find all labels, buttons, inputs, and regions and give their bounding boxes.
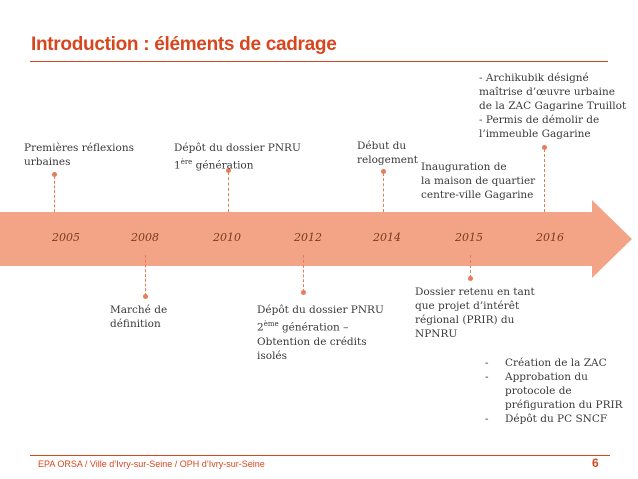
event-2016-top: - Archikubik désigné maîtrise d’œuvre ur… [479, 72, 627, 140]
event-2010: Dépôt du dossier PNRU 1ère génération [174, 142, 301, 172]
event-2008: Marché de définition [110, 304, 168, 330]
year-label: 2008 [131, 231, 159, 244]
connector-line [470, 255, 471, 278]
slide-title: Introduction : éléments de cadrage [31, 34, 337, 55]
timeline-arrow [0, 200, 632, 278]
event-dot [143, 294, 148, 299]
footer-rule [30, 455, 610, 456]
connector-line [303, 255, 304, 292]
event-2015-top: Inauguration de la maison de quartier ce… [421, 161, 536, 201]
event-dot [542, 145, 547, 150]
year-label: 2012 [294, 231, 322, 244]
connector-line [383, 173, 384, 212]
year-label: 2015 [455, 231, 483, 244]
event-dot [301, 290, 306, 295]
list-item: - Dépôt du PC SNCF [485, 413, 608, 425]
list-item: préfiguration du PRIR [505, 399, 623, 411]
list-item: - Approbation du [485, 371, 588, 383]
connector-line [228, 172, 229, 212]
list-item: - Création de la ZAC [485, 357, 607, 369]
year-label: 2005 [52, 231, 80, 244]
title-underline [30, 61, 608, 62]
event-2016-bottom: - Création de la ZAC - Approbation du prot… [485, 356, 623, 426]
connector-line [145, 255, 146, 296]
list-item: protocole de [505, 385, 572, 397]
event-2015-bottom: Dossier retenu en tant que projet d’inté… [415, 286, 535, 340]
event-dot [381, 169, 386, 174]
event-dot [468, 276, 473, 281]
connector-line [54, 176, 55, 212]
year-label: 2016 [536, 231, 564, 244]
year-label: 2010 [213, 231, 241, 244]
event-2014: Début du relogement [357, 140, 419, 166]
connector-line [544, 149, 545, 212]
year-label: 2014 [373, 231, 401, 244]
event-dot [52, 172, 57, 177]
page-number: 6 [592, 456, 599, 470]
event-dot [226, 168, 231, 173]
event-2005: Premières réflexions urbaines [24, 142, 134, 168]
event-2012: Dépôt du dossier PNRU 2ème génération – … [257, 304, 384, 362]
footer-text: EPA ORSA / Ville d’Ivry-sur-Seine / OPH … [38, 459, 265, 469]
